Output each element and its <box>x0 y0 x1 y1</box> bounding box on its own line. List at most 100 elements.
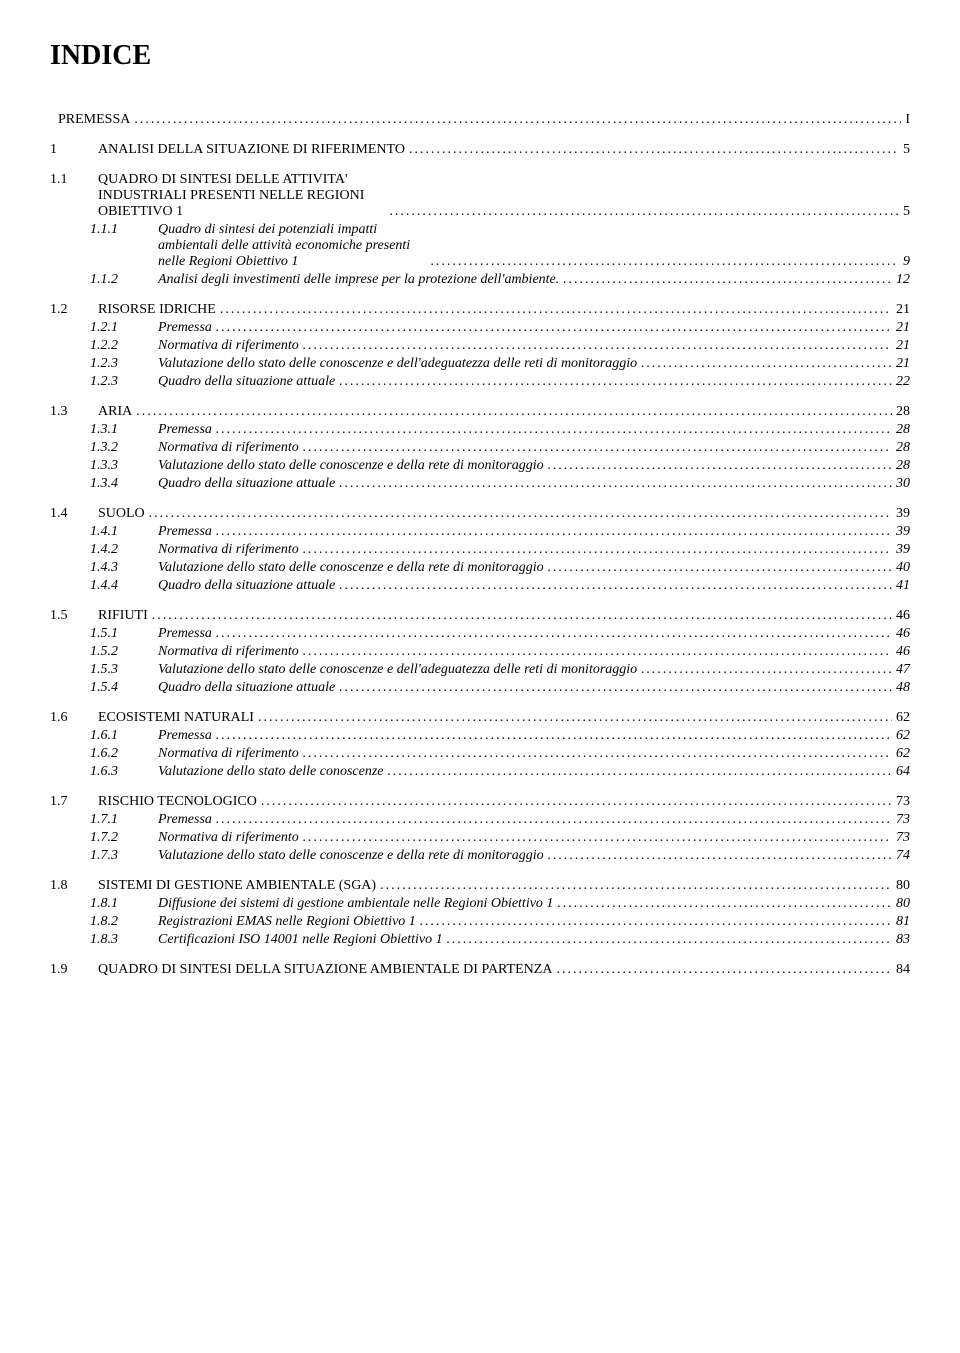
toc-label: Quadro della situazione attuale <box>158 578 339 594</box>
toc-number: 1.7.1 <box>90 812 158 828</box>
toc-entry: 1.2RISORSE IDRICHE21 <box>50 302 910 318</box>
toc-page: 81 <box>892 914 910 930</box>
toc-label: Analisi degli investimenti delle imprese… <box>158 272 563 288</box>
toc-leader <box>563 272 892 288</box>
table-of-contents: PREMESSAI1ANALISI DELLA SITUAZIONE DI RI… <box>50 112 910 978</box>
toc-page: 21 <box>892 356 910 372</box>
toc-label: Normativa di riferimento <box>158 338 303 354</box>
toc-page: 9 <box>899 254 910 270</box>
toc-label: Normativa di riferimento <box>158 830 303 846</box>
toc-label: ANALISI DELLA SITUAZIONE DI RIFERIMENTO <box>98 142 409 158</box>
toc-number: 1.1.2 <box>90 272 158 288</box>
toc-leader <box>149 506 892 522</box>
toc-leader <box>431 254 899 270</box>
toc-leader <box>548 458 892 474</box>
toc-number: 1.2.3 <box>90 356 158 372</box>
toc-label: RISCHIO TECNOLOGICO <box>98 794 261 810</box>
toc-leader <box>641 356 892 372</box>
toc-label: Premessa <box>158 626 216 642</box>
toc-entry: 1.2.3Quadro della situazione attuale22 <box>90 374 910 390</box>
toc-number: 1.3.3 <box>90 458 158 474</box>
toc-page: 12 <box>892 272 910 288</box>
toc-entry: 1.4.4Quadro della situazione attuale 41 <box>90 578 910 594</box>
toc-number: 1.4.3 <box>90 560 158 576</box>
toc-page: 40 <box>892 560 910 576</box>
toc-page: 73 <box>892 794 910 810</box>
toc-entry: 1.8.1Diffusione dei sistemi di gestione … <box>90 896 910 912</box>
toc-entry: 1.4SUOLO39 <box>50 506 910 522</box>
toc-entry: 1.2.2Normativa di riferimento21 <box>90 338 910 354</box>
toc-number: 1.3.2 <box>90 440 158 456</box>
toc-leader <box>152 608 892 624</box>
toc-number: 1.9 <box>50 962 98 978</box>
toc-leader <box>303 338 892 354</box>
toc-number: 1.4.2 <box>90 542 158 558</box>
toc-leader <box>216 626 892 642</box>
toc-number: 1.7.2 <box>90 830 158 846</box>
toc-page: 28 <box>892 440 910 456</box>
toc-page: 74 <box>892 848 910 864</box>
toc-page: 47 <box>892 662 910 678</box>
toc-label: Normativa di riferimento <box>158 542 303 558</box>
toc-entry: 1.5.1Premessa46 <box>90 626 910 642</box>
toc-page: 80 <box>892 878 910 894</box>
toc-leader <box>339 374 892 390</box>
toc-label: Valutazione dello stato delle conoscenze… <box>158 848 548 864</box>
toc-number: 1.8 <box>50 878 98 894</box>
toc-number: 1.6.2 <box>90 746 158 762</box>
page-title: INDICE <box>50 40 910 72</box>
toc-entry: 1.4.2Normativa di riferimento 39 <box>90 542 910 558</box>
toc-leader <box>389 204 899 220</box>
toc-leader <box>641 662 892 678</box>
toc-label: SISTEMI DI GESTIONE AMBIENTALE (SGA) <box>98 878 380 894</box>
toc-number: 1.5.3 <box>90 662 158 678</box>
toc-label: QUADRO DI SINTESI DELLE ATTIVITA' INDUST… <box>98 172 389 220</box>
toc-leader <box>548 848 892 864</box>
toc-number: 1.4.4 <box>90 578 158 594</box>
toc-leader <box>216 812 892 828</box>
toc-entry: 1.3.4Quadro della situazione attuale30 <box>90 476 910 492</box>
toc-page: 84 <box>892 962 910 978</box>
toc-leader <box>303 830 892 846</box>
toc-number: 1.2 <box>50 302 98 318</box>
toc-page: 39 <box>892 542 910 558</box>
toc-entry: 1.3.1Premessa 28 <box>90 422 910 438</box>
toc-leader <box>134 112 901 128</box>
toc-entry: PREMESSA I <box>50 112 910 128</box>
toc-label: Premessa <box>158 320 216 336</box>
toc-page: 80 <box>892 896 910 912</box>
toc-label: RISORSE IDRICHE <box>98 302 220 318</box>
toc-number: 1.3.1 <box>90 422 158 438</box>
toc-page: 64 <box>892 764 910 780</box>
toc-entry: 1.6.3Valutazione dello stato delle conos… <box>90 764 910 780</box>
toc-page: 21 <box>892 338 910 354</box>
toc-entry: 1.5.3Valutazione dello stato delle conos… <box>90 662 910 678</box>
toc-entry: 1.8.3Certificazioni ISO 14001 nelle Regi… <box>90 932 910 948</box>
toc-label: Premessa <box>158 728 216 744</box>
toc-leader <box>409 142 899 158</box>
toc-leader <box>303 746 892 762</box>
toc-label: PREMESSA <box>58 112 134 128</box>
toc-label: Premessa <box>158 422 216 438</box>
toc-number: 1.5 <box>50 608 98 624</box>
toc-page: 62 <box>892 710 910 726</box>
toc-leader <box>216 320 892 336</box>
toc-leader <box>339 680 892 696</box>
toc-number: 1.2.3 <box>90 374 158 390</box>
toc-leader <box>447 932 892 948</box>
toc-leader <box>216 422 892 438</box>
toc-entry: 1.3ARIA28 <box>50 404 910 420</box>
toc-number: 1.7.3 <box>90 848 158 864</box>
toc-entry: 1.7RISCHIO TECNOLOGICO73 <box>50 794 910 810</box>
toc-page: 28 <box>892 422 910 438</box>
toc-leader <box>388 764 892 780</box>
toc-page: 5 <box>899 204 910 220</box>
toc-entry: 1.2.1Premessa21 <box>90 320 910 336</box>
toc-leader <box>556 962 892 978</box>
toc-label: Valutazione dello stato delle conoscenze <box>158 764 388 780</box>
toc-page: 41 <box>892 578 910 594</box>
toc-page: I <box>901 112 910 128</box>
toc-page: 39 <box>892 524 910 540</box>
toc-label: Registrazioni EMAS nelle Regioni Obietti… <box>158 914 420 930</box>
toc-leader <box>136 404 892 420</box>
